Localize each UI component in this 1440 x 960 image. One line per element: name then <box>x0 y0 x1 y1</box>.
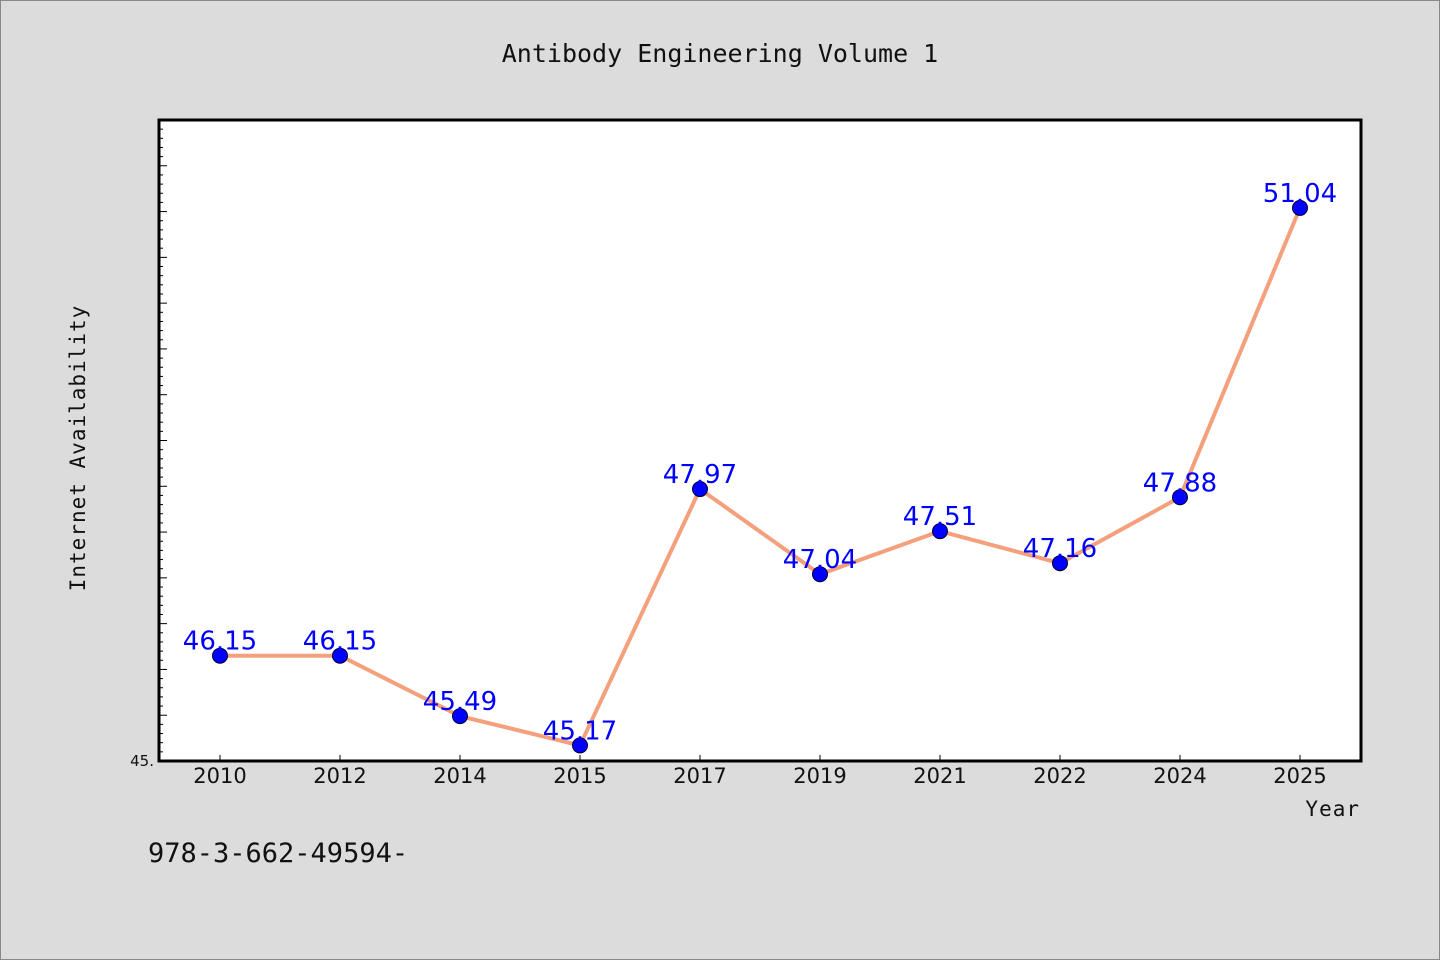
data-label: 47.04 <box>783 545 857 575</box>
data-label: 45.49 <box>423 687 497 717</box>
data-label: 47.16 <box>1023 534 1097 564</box>
data-label: 47.97 <box>663 460 737 490</box>
data-point <box>572 737 588 754</box>
data-point <box>1052 555 1068 572</box>
chart-title: Antibody Engineering Volume 1 <box>502 39 939 68</box>
x-tick-label: 2014 <box>433 764 486 788</box>
x-tick-label: 2025 <box>1273 764 1326 788</box>
data-point <box>1292 199 1308 216</box>
x-tick-label: 2015 <box>553 764 606 788</box>
data-point <box>332 647 348 664</box>
data-point <box>452 708 468 725</box>
data-point <box>812 566 828 583</box>
x-tick-label: 2019 <box>793 764 846 788</box>
data-point <box>1172 489 1188 506</box>
y-axis-label: Internet Availability <box>66 305 90 592</box>
data-label: 46.15 <box>303 627 377 657</box>
x-tick-label: 2024 <box>1153 764 1206 788</box>
data-point <box>692 481 708 498</box>
y-min-tick-label: 45. <box>130 752 154 770</box>
data-label: 47.88 <box>1143 468 1217 498</box>
x-axis-label: Year <box>1305 797 1360 821</box>
footnote-isbn: 978-3-662-49594- <box>148 838 408 869</box>
data-labels: 46.15 46.15 45.49 45.17 47.97 47.04 47.51 47.16… <box>183 179 1337 747</box>
x-tick-label: 2012 <box>313 764 366 788</box>
data-label: 46.15 <box>183 627 257 657</box>
data-point <box>212 647 228 664</box>
series-line <box>220 207 1302 748</box>
x-tick-label: 2017 <box>673 764 726 788</box>
series-layer <box>212 199 1308 754</box>
data-label: 47.51 <box>903 502 977 532</box>
plot-area <box>157 118 1363 763</box>
y-axis-ticks <box>159 128 167 762</box>
x-tick-label: 2022 <box>1033 764 1086 788</box>
x-tick-label: 2021 <box>913 764 966 788</box>
data-label: 51.04 <box>1263 179 1337 209</box>
x-axis-ticks: 2010 2012 2014 2015 2017 2019 2021 2022 2024 2025 <box>193 755 1327 788</box>
data-point <box>932 523 948 540</box>
x-tick-label: 2010 <box>193 764 246 788</box>
data-label: 45.17 <box>543 716 617 746</box>
